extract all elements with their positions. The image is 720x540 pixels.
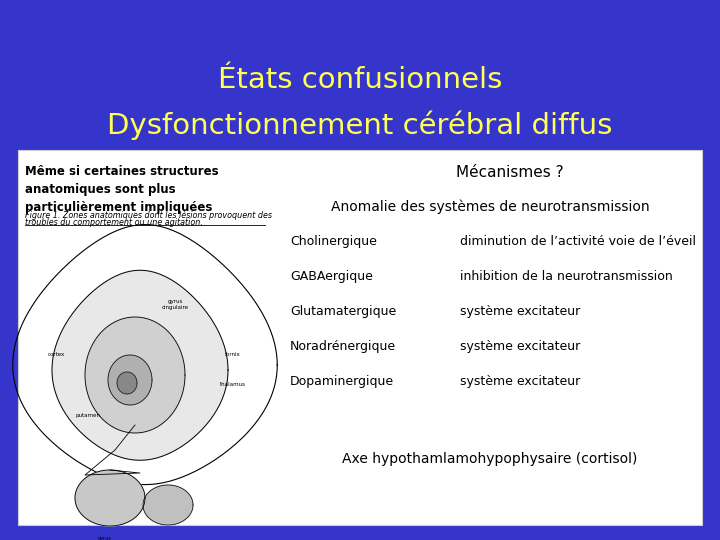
Text: thalamus: thalamus (220, 382, 246, 388)
Bar (18, 150, 702, 525)
Text: Noradrénergique: Noradrénergique (290, 340, 396, 353)
Text: Mécanismes ?: Mécanismes ? (456, 165, 564, 180)
Polygon shape (143, 485, 193, 525)
Text: gyrus
parahippocampe
hippocampe: gyrus parahippocampe hippocampe (84, 536, 126, 540)
Text: cortex: cortex (48, 353, 65, 357)
Text: Cholinergique: Cholinergique (290, 235, 377, 248)
Text: Axe hypothamlamohypophysaire (cortisol): Axe hypothamlamohypophysaire (cortisol) (342, 452, 638, 466)
Text: gyrus
cingulaire: gyrus cingulaire (161, 299, 189, 310)
Polygon shape (52, 270, 228, 460)
Polygon shape (75, 470, 145, 526)
Text: Dopaminergique: Dopaminergique (290, 375, 394, 388)
Polygon shape (117, 372, 137, 394)
Text: diminution de l’activité voie de l’éveil: diminution de l’activité voie de l’éveil (460, 235, 696, 248)
Text: Même si certaines structures
anatomiques sont plus
particulièrement impliquées: Même si certaines structures anatomiques… (25, 165, 219, 214)
Polygon shape (108, 355, 152, 405)
Polygon shape (85, 317, 185, 433)
Text: système excitateur: système excitateur (460, 305, 580, 318)
Text: États confusionnels: États confusionnels (218, 66, 502, 94)
Text: système excitateur: système excitateur (460, 375, 580, 388)
Text: putamen: putamen (75, 413, 100, 417)
Text: système excitateur: système excitateur (460, 340, 580, 353)
Text: Glutamatergique: Glutamatergique (290, 305, 396, 318)
Text: Anomalie des systèmes de neurotransmission: Anomalie des systèmes de neurotransmissi… (330, 200, 649, 214)
Text: troubles du comportement ou une agitation.: troubles du comportement ou une agitatio… (25, 218, 203, 227)
Text: Figure 1. Zones anatomiques dont les lésions provoquent des: Figure 1. Zones anatomiques dont les lés… (25, 210, 272, 219)
Text: Dysfonctionnement cérébral diffus: Dysfonctionnement cérébral diffus (107, 110, 613, 140)
Text: inhibition de la neurotransmission: inhibition de la neurotransmission (460, 270, 672, 283)
Text: GABAergique: GABAergique (290, 270, 373, 283)
Text: fornix: fornix (225, 353, 240, 357)
